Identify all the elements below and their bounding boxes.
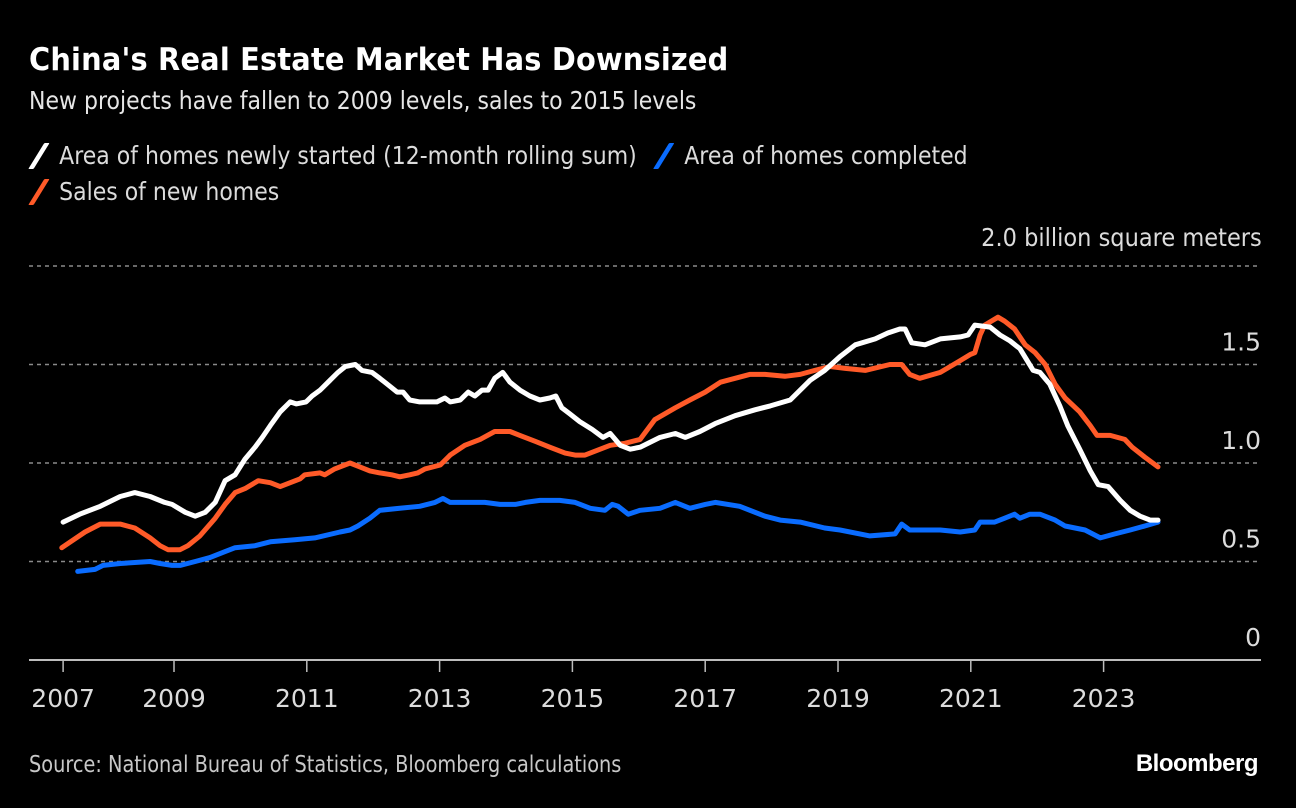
x-tick-label: 2011 [275, 684, 339, 713]
y-tick-labels: 0 0.5 1.0 1.5 [1221, 328, 1261, 653]
legend-label: Area of homes newly started (12-month ro… [59, 141, 637, 170]
series-line-newly-started [60, 322, 1161, 525]
legend-row-2: Sales of new homes [28, 177, 299, 206]
legend-item-completed: Area of homes completed [653, 141, 968, 170]
legend-label: Sales of new homes [59, 177, 280, 206]
series-lines [59, 314, 1161, 574]
legend-label: Area of homes completed [684, 141, 968, 170]
x-tick-label: 2015 [541, 684, 605, 713]
legend-row-1: Area of homes newly started (12-month ro… [28, 141, 987, 170]
x-tick-label: 2021 [939, 684, 1003, 713]
x-tick-label: 2009 [142, 684, 206, 713]
x-tick-label: 2023 [1072, 684, 1136, 713]
series-line-completed [75, 496, 1161, 574]
x-tick-label: 2007 [31, 684, 95, 713]
y-tick-label: 0 [1245, 623, 1261, 652]
series-line-sales [59, 314, 1161, 553]
source-note: Source: National Bureau of Statistics, B… [29, 752, 622, 778]
chart-subtitle: New projects have fallen to 2009 levels,… [29, 86, 697, 115]
x-axis: 2007 2009 2011 2013 2015 2017 2019 2021 2023 [29, 659, 1261, 713]
y-axis-unit-label: 2.0 billion square meters [981, 223, 1262, 252]
x-tick-label: 2013 [408, 684, 472, 713]
legend-item-newly-started: Area of homes newly started (12-month ro… [28, 141, 637, 170]
y-tick-label: 1.0 [1221, 426, 1261, 455]
chart-title: China's Real Estate Market Has Downsized [29, 42, 729, 78]
legend-item-sales: Sales of new homes [28, 177, 280, 206]
y-tick-label: 0.5 [1221, 525, 1261, 554]
y-tick-label: 1.5 [1221, 328, 1261, 357]
bloomberg-logo: Bloomberg [1135, 750, 1259, 777]
gridlines [29, 265, 1261, 563]
x-tick-label: 2019 [806, 684, 870, 713]
x-tick-label: 2017 [673, 684, 737, 713]
